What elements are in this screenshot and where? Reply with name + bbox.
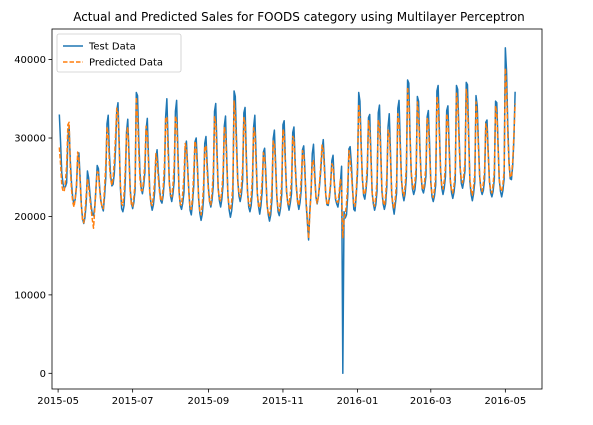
series-line-predicted-data [58,67,516,240]
legend-box [56,33,182,73]
x-tick-label: 2016-03 [410,396,452,407]
legend-label-test-data: Test Data [88,42,136,53]
y-tick-label: 10000 [14,290,46,301]
x-tick-label: 2016-01 [337,396,379,407]
x-tick-label: 2016-05 [484,396,526,407]
x-tick-label: 2015-11 [262,396,304,407]
legend-label-predicted-data: Predicted Data [89,58,163,69]
chart-title: Actual and Predicted Sales for FOODS cat… [73,10,525,24]
legend: Test Data Predicted Data [56,33,182,73]
y-tick-label: 40000 [14,55,46,66]
y-tick-label: 30000 [14,134,46,145]
x-tick-label: 2015-09 [188,396,230,407]
x-tick-label: 2015-05 [37,396,79,407]
axes: 2015-05 2015-07 2015-09 2015-11 2016-01 2016-… [14,28,543,407]
y-tick-label: 0 [40,369,46,380]
axes-frame [51,28,543,390]
series-line-test-data [58,47,516,375]
y-tick-label: 20000 [14,212,46,223]
plot-area [58,47,516,375]
x-tick-label: 2015-07 [112,396,154,407]
